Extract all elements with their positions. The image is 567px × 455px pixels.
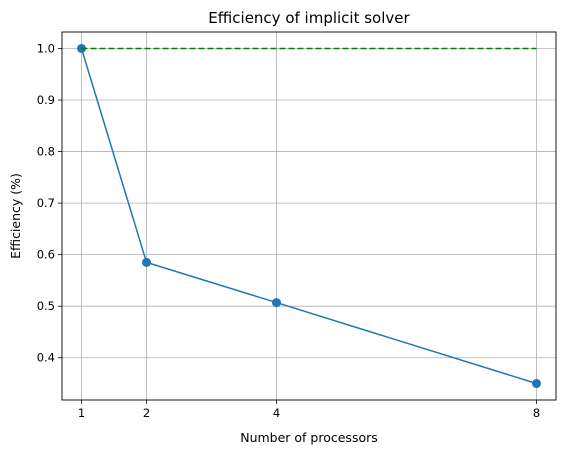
x-tick-label: 4	[273, 406, 280, 420]
x-axis-label: Number of processors	[240, 430, 378, 445]
series-point-0	[142, 257, 151, 267]
y-tick-label: 0.4	[37, 351, 55, 365]
series-point-0	[272, 298, 281, 308]
series-layer	[77, 43, 541, 389]
y-tick-label: 0.6	[37, 248, 55, 262]
x-tick-label: 2	[143, 406, 150, 420]
y-tick-label: 0.9	[37, 93, 55, 107]
x-tick-label: 1	[78, 406, 85, 420]
y-tick-label: 0.8	[37, 145, 55, 159]
chart-title: Efficiency of implicit solver	[208, 9, 410, 27]
series-line-0	[80, 48, 537, 385]
x-tick-label: 8	[533, 406, 540, 420]
plot-frame	[61, 31, 557, 401]
x-axis-ticks: 1 2 4 8	[78, 400, 540, 420]
y-axis-ticks: 0.4 0.5 0.6 0.7 0.8 0.9 1.0	[37, 41, 62, 365]
y-axis-label: Efficiency (%)	[8, 173, 23, 259]
y-tick-label: 0.7	[37, 196, 55, 210]
y-tick-label: 0.5	[37, 299, 55, 313]
plot-area	[62, 32, 556, 400]
y-tick-label: 1.0	[37, 41, 55, 55]
series-point-0	[532, 379, 541, 389]
